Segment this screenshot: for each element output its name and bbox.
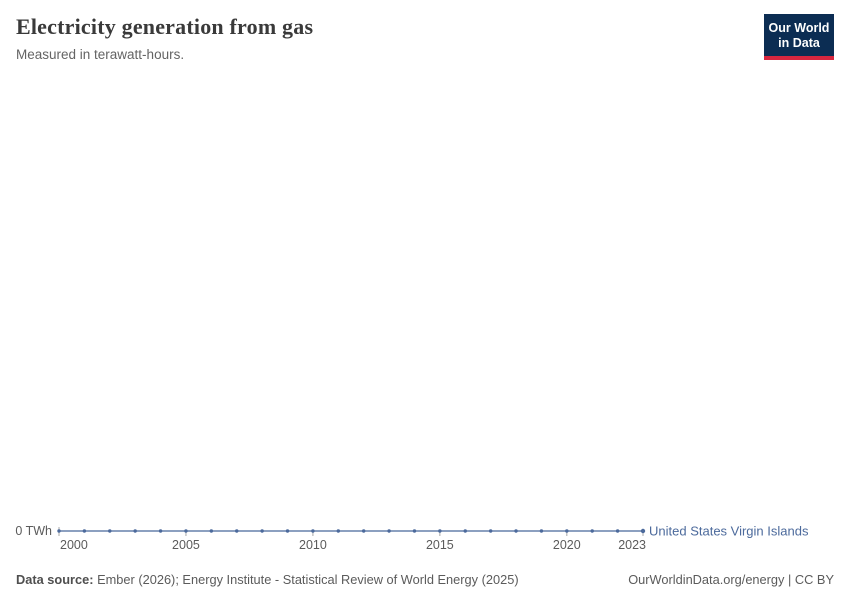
data-point [590, 529, 594, 533]
data-point [463, 529, 467, 533]
data-point [615, 529, 620, 533]
data-point [514, 529, 518, 533]
data-source-label: Data source: [16, 572, 94, 587]
x-tick-label: 2005 [172, 538, 200, 552]
x-tick-label: 2023 [618, 538, 646, 552]
y-axis-label: 0 TWh [15, 524, 52, 538]
attribution-note: OurWorldinData.org/energy | CC BY [628, 572, 834, 587]
x-tick-label: 2010 [299, 538, 327, 552]
data-point [285, 529, 290, 533]
data-point [387, 529, 391, 533]
data-point [488, 529, 493, 533]
owid-logo-line1: Our World [768, 21, 830, 35]
data-point [336, 529, 341, 533]
chart-header: Electricity generation from gas Measured… [16, 14, 834, 62]
data-point [260, 529, 264, 533]
chart-footer: Data source: Ember (2026); Energy Instit… [16, 572, 834, 587]
data-source-text: Ember (2026); Energy Institute - Statist… [93, 572, 519, 587]
data-point [209, 529, 214, 533]
data-point [235, 529, 239, 533]
data-point [640, 528, 646, 534]
data-point [412, 529, 417, 533]
x-tick-label: 2015 [426, 538, 454, 552]
x-tick-label: 2020 [553, 538, 581, 552]
data-point [565, 529, 569, 533]
data-point [311, 529, 315, 533]
data-point [82, 529, 87, 533]
data-point [133, 529, 137, 533]
x-tick-label: 2000 [60, 538, 88, 552]
data-point [361, 529, 366, 533]
data-point [57, 529, 61, 533]
data-point [184, 529, 188, 533]
data-point [438, 529, 442, 533]
series-label[interactable]: United States Virgin Islands [649, 524, 809, 539]
owid-logo-line2: in Data [778, 36, 820, 50]
page-title: Electricity generation from gas [16, 14, 314, 39]
chart-subtitle: Measured in terawatt-hours. [16, 47, 185, 62]
data-point [108, 529, 112, 533]
data-point [158, 529, 163, 533]
owid-logo: Our World in Data [764, 14, 834, 60]
data-point [539, 529, 544, 533]
data-source-note: Data source: Ember (2026); Energy Instit… [16, 572, 519, 587]
